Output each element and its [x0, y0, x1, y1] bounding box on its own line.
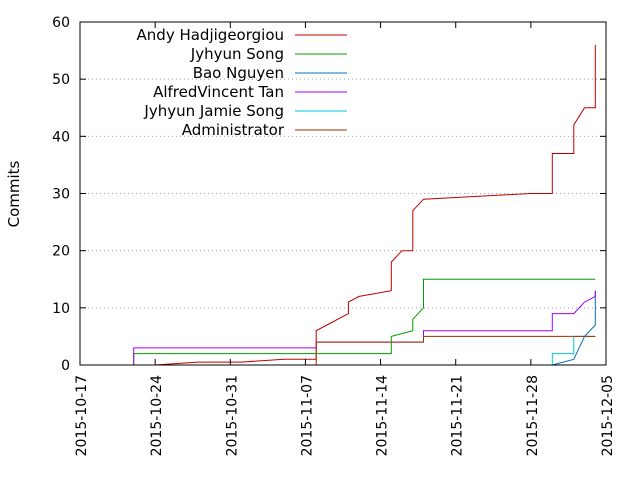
series-line-4: [133, 290, 596, 365]
series-line-5: [551, 335, 596, 365]
x-tick-label: 2015-11-28: [525, 375, 541, 456]
y-tick-label: 10: [52, 301, 70, 317]
y-tick-label: 60: [52, 15, 70, 31]
x-tick-label: 2015-11-07: [299, 375, 315, 456]
x-tick-label: 2015-10-31: [224, 375, 240, 456]
legend-label: Jyhyun Jamie Song: [143, 102, 284, 120]
legend-label: Andy Hadjigeorgiou: [137, 26, 284, 44]
legend-label: AlfredVincent Tan: [153, 83, 284, 101]
y-tick-label: 40: [52, 129, 70, 145]
series-line-6: [315, 335, 596, 365]
series-layer: [133, 44, 596, 366]
x-tick-label: 2015-12-05: [600, 375, 616, 456]
x-tick-label: 2015-10-17: [74, 375, 90, 456]
y-tick-label: 30: [52, 187, 70, 203]
y-tick-label: 50: [52, 72, 70, 88]
y-tick-label: 0: [61, 358, 70, 374]
series-line-2: [133, 278, 596, 365]
ticks-layer: 0 10 20 30 40 50 60 2015-10-17 2015-10-24 2015-10…: [52, 15, 616, 456]
legend-label: Administrator: [182, 121, 285, 139]
series-line-1: [133, 44, 596, 366]
y-tick-label: 20: [52, 244, 70, 260]
legend-label: Bao Nguyen: [193, 64, 284, 82]
x-tick-label: 2015-10-24: [149, 375, 165, 456]
y-axis-label: Commits: [5, 160, 23, 227]
x-tick-label: 2015-11-21: [450, 375, 466, 456]
x-tick-label: 2015-11-14: [375, 375, 391, 456]
legend-label: Jyhyun Song: [190, 45, 284, 63]
